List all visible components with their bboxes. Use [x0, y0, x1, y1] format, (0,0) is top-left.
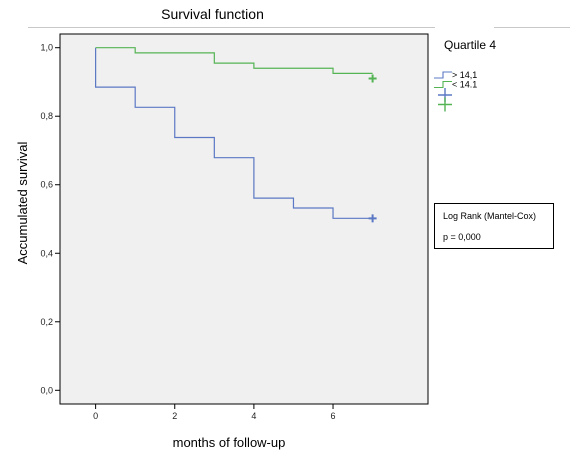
- y-tick-label: 0,6: [40, 180, 53, 190]
- test-name: Log Rank (Mantel-Cox): [443, 211, 537, 221]
- x-tick-label: 4: [251, 411, 256, 421]
- x-tick-label: 6: [331, 411, 336, 421]
- p-value: p = 0,000: [443, 232, 481, 242]
- legend-label: > 14,1: [452, 70, 477, 80]
- x-axis-title: months of follow-up: [173, 435, 286, 450]
- legend: > 14,1< 14.1: [434, 70, 477, 112]
- censor-mark: [368, 74, 377, 83]
- survival-curve-series-2: [95, 47, 373, 74]
- plot-area: [59, 33, 429, 405]
- y-tick-label: 0,0: [40, 385, 53, 395]
- y-axis-title: Accumulated survival: [15, 141, 30, 264]
- legend-label: < 14.1: [452, 80, 477, 90]
- y-tick-label: 0,8: [40, 111, 53, 121]
- legend-title: Quartile 4: [444, 38, 497, 52]
- statistics-box: Log Rank (Mantel-Cox) p = 0,000: [434, 203, 554, 249]
- legend-censor-swatch: [438, 97, 452, 112]
- survival-curve-series-1: [95, 47, 373, 219]
- header-rule-left: [28, 27, 435, 28]
- header-rule-right: [494, 27, 570, 28]
- censor-mark: [368, 214, 377, 223]
- chart-title: Survival function: [161, 6, 264, 22]
- y-tick-label: 0,4: [40, 248, 53, 258]
- x-tick-label: 2: [172, 411, 177, 421]
- y-tick-label: 0,2: [40, 317, 53, 327]
- x-tick-label: 0: [93, 411, 98, 421]
- legend-line-swatch: [434, 80, 452, 89]
- legend-line-swatch: [434, 71, 452, 79]
- y-tick-label: 1,0: [40, 43, 53, 53]
